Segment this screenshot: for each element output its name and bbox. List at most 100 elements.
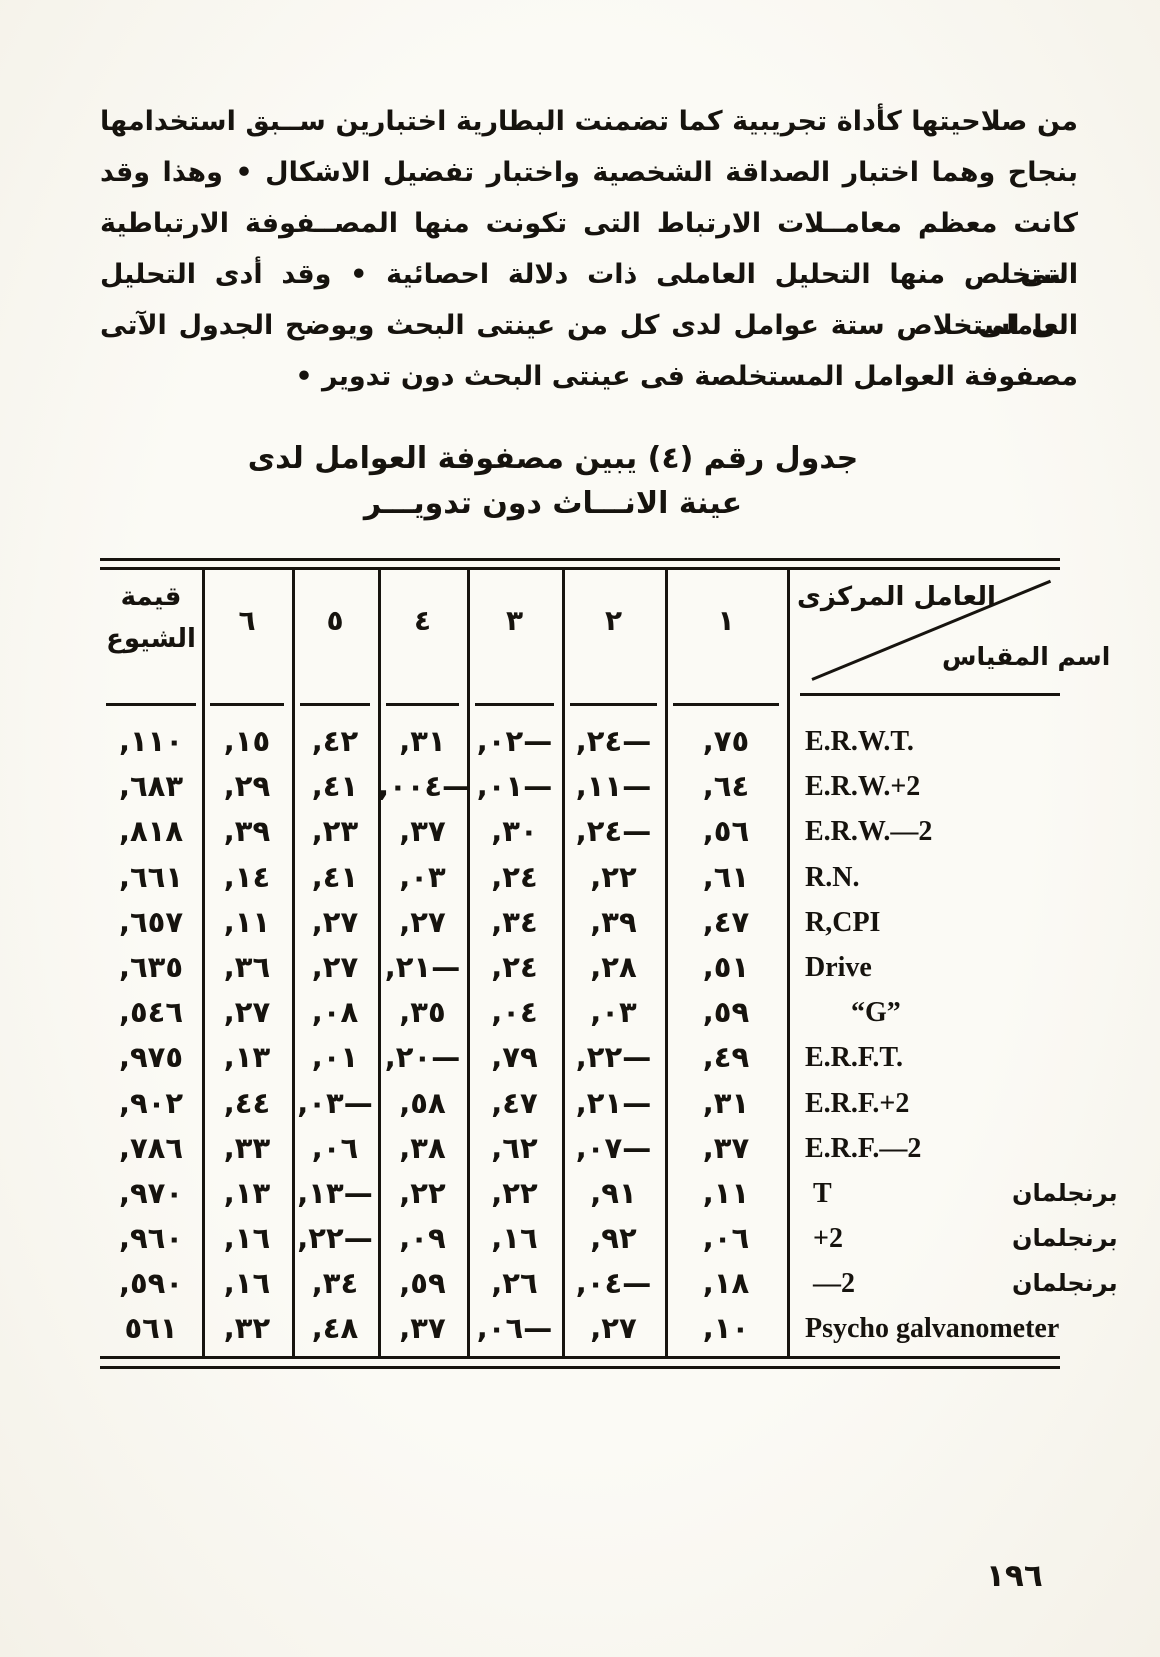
factor-6-cell: ,١٣ [223, 1040, 271, 1075]
factor-2-cell: ,١١— [575, 769, 652, 804]
factor-2-cell: ,٠٤— [575, 1266, 652, 1301]
table-rows: ,١١٠ ,١٥ ,٤٢ ,٣١ ,٠٢— ,٢٤— ,٧٥ E.R.W.T. ,٦٨٣ ,٢٩,… [100, 719, 1118, 1352]
communality-cell: ,٩٧٠ [118, 1175, 184, 1210]
factor-2-cell: ,٠٧— [575, 1130, 652, 1165]
communality-cell: ٥٦١ [124, 1311, 178, 1346]
header-underline [386, 703, 459, 706]
factor-5-cell: ,١٣— [297, 1175, 373, 1210]
factor-4-cell: ,٣٥ [399, 995, 446, 1030]
communality-cell: ,٩٠٢ [118, 1085, 184, 1120]
row-label: E.R.F.+2 [805, 1087, 910, 1119]
factor-5-cell: ,٠٣— [297, 1085, 373, 1120]
table-row: ,٦٣٥ ,٣٦ ,٢٧ ,٢١— ,٢٤ ,٢٨ ,٥١ Drive [100, 945, 1060, 990]
factor-3-cell: ,٠٦— [476, 1311, 553, 1346]
factor-header-4: ٤ [413, 604, 432, 637]
factor-header-1: ١ [717, 604, 735, 637]
factor-3-cell: ,٠٤ [491, 995, 538, 1030]
header-underline [106, 703, 196, 706]
factor-6-cell: ,٣٦ [223, 949, 271, 984]
header-underline [210, 703, 284, 706]
column-rule [665, 570, 668, 1356]
factor-4-cell: ,٣٧ [399, 1311, 446, 1346]
table-row: ,٩٦٠ ,١٦ ,٢٢— ,٠٩ ,١٦ ,٩٢ ,٠٦ +2 برنجلمان [100, 1216, 1118, 1261]
communality-cell: ,٩٧٥ [118, 1040, 184, 1075]
factor-4-cell: ,٢٠— [384, 1040, 461, 1075]
factor-5-cell: ,٠١ [311, 1040, 359, 1075]
factor-3-cell: ,٤٧ [491, 1085, 538, 1120]
factor-4-cell: ,٠٩ [399, 1221, 446, 1256]
factor-2-cell: ,٢١— [575, 1085, 652, 1120]
factor-2-cell: ,٩٢ [590, 1221, 637, 1256]
header-underline [475, 703, 554, 706]
factor-4-cell: ,٣١ [399, 724, 446, 758]
factor-1-cell: ,٥١ [702, 949, 750, 984]
communality-cell: ,٧٨٦ [118, 1130, 184, 1165]
row-label: E.R.F.—2 [805, 1132, 922, 1164]
factor-6-cell: ,١٣ [223, 1175, 271, 1210]
factor-5-cell: ,٤٢ [311, 724, 359, 758]
factor-3-cell: ,٢٤ [491, 949, 538, 984]
factor-header-6: ٦ [238, 604, 256, 637]
body-paragraph: من صلاحيتها كأداة تجريبية كما تضمنت البط… [100, 96, 1078, 402]
factor-1-cell: ,٥٩ [702, 995, 750, 1030]
column-rule [467, 570, 470, 1356]
factor-4-cell: ,٥٩ [399, 1266, 446, 1301]
factor-5-cell: ,٠٨ [311, 995, 359, 1030]
factor-2-cell: ,٢٢ [590, 859, 637, 894]
factor-header-2: ٢ [604, 604, 623, 637]
communality-cell: ,٥٩٠ [118, 1266, 184, 1301]
row-label-arabic: برنجلمان [1012, 1269, 1118, 1298]
factor-4-cell: ,٢٢ [399, 1175, 446, 1210]
row-label: E.R.W.T. [805, 726, 914, 757]
factor-3-cell: ,٣٤ [491, 904, 538, 939]
factor-3-cell: ,٢٤ [491, 859, 538, 894]
communality-header: قيمة الشيوع [100, 576, 202, 660]
factor-3-cell: ,٣٠ [491, 814, 538, 849]
factor-4-cell: ,٣٧ [399, 814, 446, 849]
factor-5-cell: ,٢٣ [311, 814, 359, 849]
factor-2-cell: ,٢٤— [575, 814, 652, 849]
table-row: ,٧٨٦ ,٣٣ ,٠٦ ,٣٨ ,٦٢ ,٠٧— ,٣٧ E.R.F.—2 [100, 1126, 1060, 1171]
row-label: —2 [813, 1268, 855, 1300]
header-underline [300, 703, 370, 706]
column-rule [378, 570, 381, 1356]
column-rule [787, 570, 790, 1356]
factor-6-cell: ,٢٧ [223, 995, 271, 1030]
paragraph-line: بنجاح وهما اختبار الصداقة الشخصية واختبا… [100, 157, 1078, 188]
factor-2-cell: ,٠٣ [590, 995, 637, 1030]
factor-6-cell: ,٣٩ [223, 814, 271, 849]
paragraph-line: استخلص منها التحليل العاملى ذات دلالة اح… [100, 259, 1078, 341]
table-row: ,٦٦١ ,١٤ ,٤١ ,٠٣ ,٢٤ ,٢٢ ,٦١ R.N. [100, 855, 1060, 900]
row-label: R,CPI [805, 906, 881, 938]
factor-5-cell: ,٠٦ [311, 1130, 359, 1165]
column-rule [202, 570, 205, 1356]
factor-4-cell: ,٣٨ [399, 1130, 446, 1165]
row-label: “G” [851, 997, 901, 1029]
factor-header-5: ٥ [326, 604, 344, 637]
factor-5-cell: ,٢٧ [311, 904, 359, 939]
factor-2-cell: ,٢٢— [575, 1040, 652, 1075]
factor-2-cell: ,٩١ [590, 1175, 637, 1210]
row-label: R.N. [805, 861, 860, 893]
table-row: ,٩٧٥ ,١٣ ,٠١ ,٢٠— ,٧٩ ,٢٢— ,٤٩ E.R.F.T. [100, 1035, 1060, 1080]
factor-6-cell: ,١٦ [223, 1221, 271, 1256]
table-row: ,٩٠٢ ,٤٤ ,٠٣— ,٥٨ ,٤٧ ,٢١— ,٣١ E.R.F.+2 [100, 1081, 1060, 1126]
factor-5-cell: ,٤١ [311, 859, 359, 894]
factor-5-cell: ,٣٤ [311, 1266, 359, 1301]
factor-1-cell: ,٧٥ [702, 724, 750, 758]
communality-header-line2: الشيوع [106, 624, 196, 654]
communality-header-line1: قيمة [120, 582, 182, 612]
row-label: E.R.F.T. [805, 1042, 904, 1074]
table-title: جدول رقم (٤) يبين مصفوفة العوامل لدى عين… [0, 441, 1106, 522]
row-label: Drive [805, 951, 872, 983]
paragraph-line: الى استخلاص ستة عوامل لدى كل من عينتى ال… [100, 310, 1078, 341]
factor-header-3: ٣ [505, 604, 524, 637]
factor-1-cell: ,٠٦ [702, 1221, 750, 1256]
factor-2-cell: ,٣٩ [590, 904, 637, 939]
factor-1-cell: ,١٠ [702, 1311, 750, 1346]
factor-3-cell: ,٧٩ [491, 1040, 538, 1075]
paragraph-line: مصفوفة العوامل المستخلصة فى عينتى البحث … [295, 361, 1078, 392]
column-rule [562, 570, 565, 1356]
factor-1-cell: ,١٨ [702, 1266, 750, 1301]
factor-6-cell: ,١٥ [223, 724, 271, 758]
